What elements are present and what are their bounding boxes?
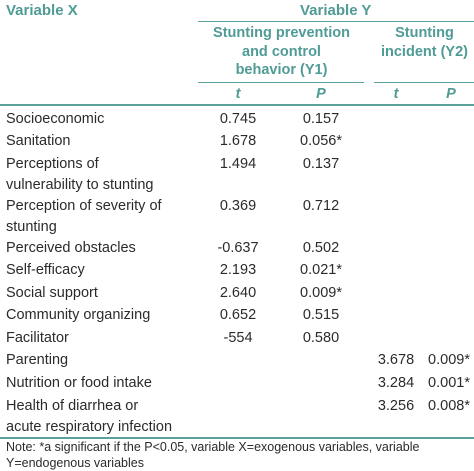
table-note-line1: Note: *a significant if the P<0.05, vari… [6,440,420,454]
y1-t-value: 2.640 [219,285,257,301]
row-label: Parenting [6,350,68,371]
y1-header-line1: Stunting prevention [213,25,350,41]
y1-t-value: -0.637 [217,240,259,256]
row-label: Community organizing [6,305,150,326]
y1-t-value: 1.678 [219,133,257,149]
row-label-line: Social support [6,285,98,301]
row-label: Perceived obstacles [6,238,136,259]
y2-header: Stunting incident (Y2) [375,24,474,61]
row-label-line: Perceived obstacles [6,240,136,256]
row-label-line: Parenting [6,352,69,368]
y2-p-header: P [446,86,456,102]
row-label-line: stunting [6,219,57,235]
y1-t-value: 1.494 [219,156,257,172]
y2-header-line2: incident (Y2) [380,43,468,60]
y1-header-line3: behavior (Y1) [235,62,328,78]
table-bottom-rule [0,437,474,439]
y2-t-value: 3.678 [377,352,415,368]
row-label: Health of diarrhea or acute respiratory i… [6,396,172,438]
y1-p-value: 0.502 [302,240,340,256]
row-label: Perception of severity of stunting [6,196,162,238]
y1-header-line2: and control [242,43,321,60]
y2-p-value: 0.009* [428,352,470,368]
y2-t-value: 3.256 [377,398,415,414]
y1-p-value: 0.009* [300,285,342,301]
row-label-line: Nutrition or food intake [6,375,152,391]
variable-y-rule [198,21,474,22]
row-label: Nutrition or food intake [6,373,152,394]
y1-p-header: P [316,86,326,102]
y2-rule [374,82,474,83]
table-note: Note: *a significant if the P<0.05, vari… [6,439,472,471]
y1-p-value: 0.056* [300,133,342,149]
row-label: Self-efficacy [6,260,85,281]
y2-p-value: 0.001* [428,375,470,391]
y1-p-value: 0.021* [300,262,342,278]
y2-p-value: 0.008* [428,398,470,414]
row-label: Social support [6,283,98,304]
row-label-line: Sanitation [6,133,71,149]
row-label: Sanitation [6,131,71,152]
row-label-line: vulnerability to stunting [6,177,154,193]
row-label-line: Community organizing [6,307,151,323]
variable-x-header: Variable X [6,2,78,19]
row-label-line: Health of diarrhea or [6,398,139,414]
row-label-line: Facilitator [6,330,69,346]
row-label-line: acute respiratory infection [6,419,173,435]
row-label-line: Perceptions of [6,156,99,172]
y2-t-header: t [393,86,399,102]
y1-p-value: 0.515 [302,307,340,323]
row-label-line: Perception of severity of [6,198,162,214]
y1-t-value: 0.369 [219,198,257,214]
row-label: Perceptions of vulnerability to stunting [6,154,154,196]
table-note-line2: Y=endogenous variables [6,456,144,470]
y1-t-value: 0.652 [219,307,257,323]
y1-p-value: 0.157 [302,111,340,127]
y1-p-value: 0.712 [302,198,340,214]
y1-t-value: 2.193 [219,262,257,278]
y1-rule [198,82,364,83]
y1-t-value: 0.745 [219,111,257,127]
header-bottom-rule [0,104,474,106]
y1-p-value: 0.137 [302,156,340,172]
y1-t-header: t [235,86,241,102]
y2-header-line1: Stunting [395,25,454,41]
row-label: Socioeconomic [6,109,104,130]
row-label: Facilitator [6,328,69,349]
variable-y-header: Variable Y [300,2,372,19]
row-label-line: Socioeconomic [6,111,105,127]
y1-t-value: -554 [223,330,253,346]
y1-p-value: 0.580 [302,330,340,346]
y2-t-value: 3.284 [377,375,415,391]
y1-header: Stunting prevention and control behavior… [199,24,364,80]
row-label-line: Self-efficacy [6,262,85,278]
